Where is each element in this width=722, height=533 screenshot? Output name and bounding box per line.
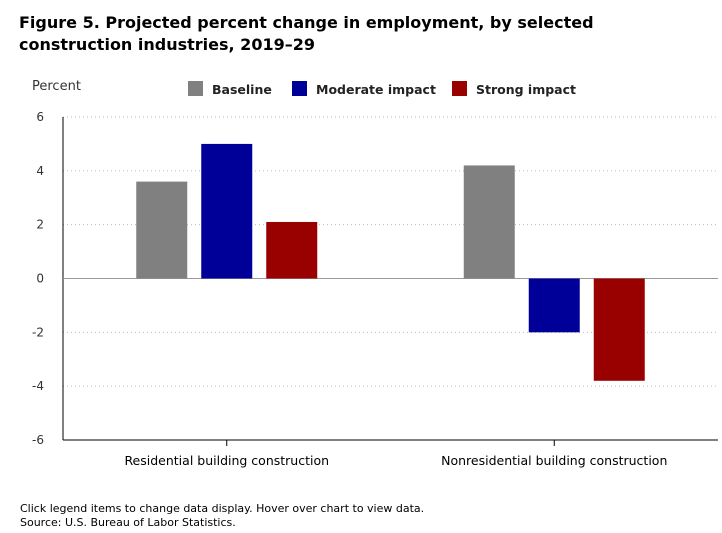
legend-label: Strong impact [476, 82, 576, 97]
legend: Baseline Moderate impact Strong impact [188, 81, 576, 97]
legend-label: Moderate impact [316, 82, 436, 97]
bar[interactable]: Nonresidential building construction — B… [463, 165, 515, 279]
legend-swatch [292, 81, 307, 96]
footnote: Click legend items to change data displa… [20, 502, 425, 515]
bar[interactable]: Residential building construction — Stro… [266, 221, 318, 279]
bar[interactable]: Nonresidential building construction — M… [528, 278, 580, 333]
legend-item[interactable]: Moderate impact [292, 81, 436, 97]
bar[interactable]: Residential building construction — Mode… [201, 143, 253, 279]
y-tick-label: 0 [36, 272, 44, 286]
bar[interactable]: Residential building construction — Base… [136, 181, 188, 279]
y-tick-label: 4 [36, 164, 44, 178]
legend-label: Baseline [212, 82, 272, 97]
legend-item[interactable]: Baseline [188, 81, 272, 97]
y-tick-label: -4 [32, 379, 44, 393]
y-axis: 6 4 2 0 -2 -4 -6 [32, 110, 64, 447]
chart-title: Figure 5. Projected percent change in em… [19, 13, 594, 54]
y-tick-label: -2 [32, 325, 44, 339]
bar[interactable]: Nonresidential building construction — S… [593, 278, 645, 381]
legend-swatch [452, 81, 467, 96]
x-tick-label: Residential building construction [124, 453, 329, 468]
legend-item[interactable]: Strong impact [452, 81, 576, 97]
x-tick-label: Nonresidential building construction [441, 453, 667, 468]
bars: Residential building construction — Base… [136, 143, 645, 381]
y-axis-label: Percent [32, 79, 81, 94]
legend-swatch [188, 81, 203, 96]
source-note: Source: U.S. Bureau of Labor Statistics. [20, 516, 236, 529]
y-tick-label: 6 [36, 110, 44, 124]
y-tick-label: -6 [32, 433, 44, 447]
y-tick-label: 2 [36, 218, 44, 232]
